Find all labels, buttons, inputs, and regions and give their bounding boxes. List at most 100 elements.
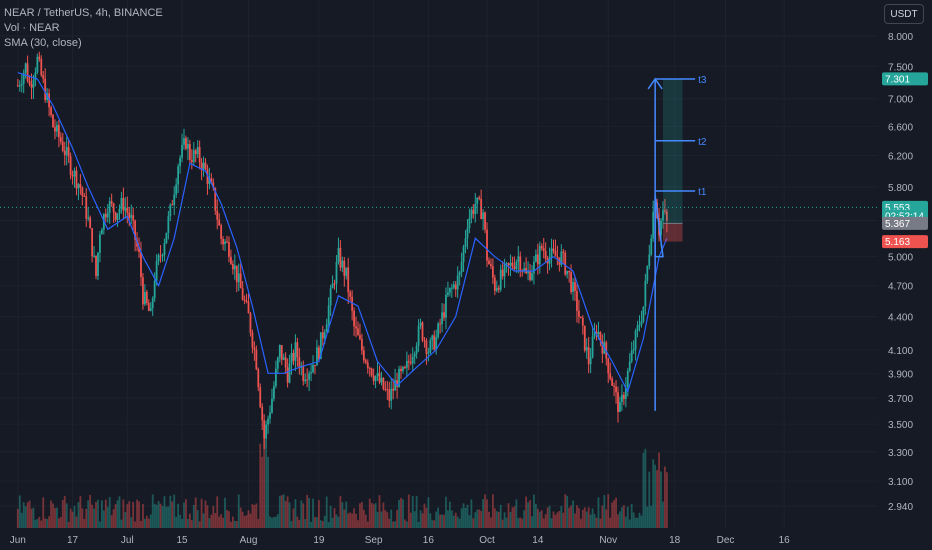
candle (157, 253, 160, 266)
volume-bar (546, 507, 549, 528)
candle (36, 53, 39, 75)
candle (513, 256, 516, 272)
candle (50, 105, 52, 118)
volume-bar (560, 506, 563, 528)
volume-bar (61, 499, 64, 528)
volume-bar (409, 512, 412, 528)
volume-bar (36, 518, 39, 528)
volume-bar (255, 503, 258, 528)
candle (65, 136, 68, 166)
volume-bar (235, 521, 238, 528)
candle (478, 195, 481, 201)
volume-bar (224, 497, 226, 528)
candle (595, 324, 598, 341)
candle (167, 210, 170, 240)
volume-bar (273, 517, 275, 528)
candle (140, 241, 142, 286)
volume-bar (656, 470, 659, 528)
currency-button[interactable]: USDT (884, 4, 924, 24)
volume-bar (259, 443, 262, 528)
volume-bar (468, 515, 471, 528)
candle (574, 275, 576, 301)
candle (302, 360, 305, 386)
candle (194, 148, 197, 163)
volume-bar (636, 517, 639, 528)
volume-bar (413, 511, 416, 528)
candle (650, 234, 653, 257)
volume-bar (239, 507, 242, 528)
volume-bar (634, 517, 637, 528)
volume-bar (157, 501, 160, 528)
volume-bar (591, 508, 594, 528)
volume-bar (192, 504, 195, 528)
projection-drawing: t1 t2 t3 (647, 75, 707, 411)
sma-indicator-label[interactable]: SMA (30, close) (4, 37, 82, 49)
candle (601, 334, 604, 364)
candle (450, 283, 453, 298)
volume-bar (439, 514, 441, 528)
candle (353, 307, 355, 336)
candle (294, 334, 297, 372)
volume-bar (243, 516, 246, 528)
candle (122, 187, 125, 219)
candle (632, 340, 635, 355)
volume-bar (370, 502, 373, 528)
candle (349, 289, 352, 301)
candle (392, 378, 395, 400)
volume-bar (554, 514, 557, 528)
candle (413, 351, 416, 365)
volume-indicator-label[interactable]: Vol · NEAR (4, 22, 60, 34)
volume-bar (302, 503, 305, 528)
volume-bar (89, 494, 92, 528)
volume-bar (421, 513, 424, 528)
volume-bar (274, 516, 277, 528)
volume-bar (222, 517, 224, 528)
volume-bar (628, 519, 631, 528)
candle (460, 252, 463, 278)
volume-bar (339, 495, 342, 528)
candle (484, 211, 486, 234)
target-label-t1: t1 (698, 187, 707, 198)
candle (73, 167, 76, 188)
volume-bar (81, 508, 84, 528)
candle (292, 349, 295, 366)
volume-bar (118, 496, 121, 528)
y-tick-label: 3.500 (888, 420, 913, 431)
volume-bar (538, 511, 541, 528)
volume-bar (120, 519, 123, 528)
candle (452, 281, 455, 290)
candle (179, 155, 181, 174)
volume-bar (392, 521, 395, 528)
volume-bar (151, 494, 154, 528)
volume-bar (100, 500, 103, 528)
candle (108, 197, 111, 224)
volume-bar (646, 506, 649, 528)
volume-bar (497, 511, 500, 528)
candle (425, 337, 428, 365)
candle (546, 255, 549, 274)
candle (576, 284, 578, 323)
volume-bar (583, 507, 586, 528)
y-tick-label: 3.100 (888, 477, 913, 488)
volume-bar (204, 500, 207, 528)
candle (630, 341, 633, 364)
volume-bar (251, 504, 254, 528)
candle (427, 347, 430, 362)
candle (48, 88, 50, 117)
candle (380, 371, 383, 386)
volume-bar (153, 503, 156, 528)
volume-bar (523, 510, 526, 528)
candle (466, 219, 469, 250)
candle (454, 281, 457, 297)
candle (38, 51, 41, 62)
volume-bar (310, 521, 312, 528)
candle (552, 239, 555, 254)
volume-bar (607, 494, 610, 528)
candle (151, 296, 154, 316)
volume-bar (271, 517, 273, 528)
candle (622, 392, 625, 405)
volume-bar (525, 496, 528, 528)
volume-bar (18, 495, 21, 528)
volume-bar (624, 516, 627, 528)
